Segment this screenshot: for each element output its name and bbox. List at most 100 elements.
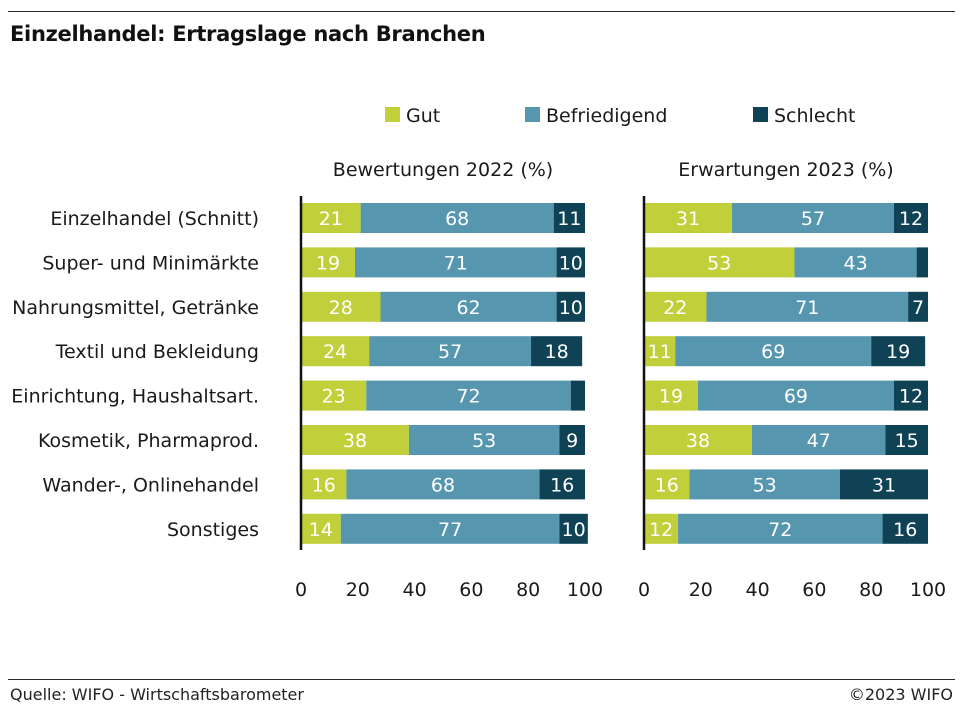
data-label-p1-r3-befriedigend: 62 bbox=[456, 297, 480, 319]
bar-p2-r4-gut bbox=[644, 336, 676, 367]
copyright-note: ©2023 WIFO bbox=[848, 685, 953, 704]
data-label-p1-r3-gut: 28 bbox=[329, 297, 353, 319]
bar-p1-r3-schlecht bbox=[556, 291, 585, 322]
data-label-p1-r1-befriedigend: 68 bbox=[445, 208, 469, 230]
bar-p2-r1-befriedigend bbox=[732, 203, 894, 233]
bar-p2-r8-gut bbox=[644, 513, 679, 544]
bar-p1-r4-schlecht bbox=[531, 336, 583, 367]
legend-swatch-3 bbox=[753, 107, 768, 122]
tick-label-p1-2: 40 bbox=[403, 579, 427, 601]
data-label-p2-r7-befriedigend: 53 bbox=[753, 474, 777, 496]
tick-label-p2-2: 40 bbox=[746, 579, 770, 601]
tick-label-p2-0: 0 bbox=[638, 579, 650, 601]
tick-label-p1-4: 80 bbox=[516, 579, 540, 601]
data-label-p2-r3-schlecht: 7 bbox=[912, 297, 924, 319]
bar-p1-r4-gut bbox=[301, 336, 370, 367]
bar-p1-r3-gut bbox=[301, 291, 381, 322]
bar-p2-r4-befriedigend bbox=[675, 336, 872, 367]
bar-p1-r2-gut bbox=[301, 247, 355, 278]
tick-label-p1-0: 0 bbox=[295, 579, 307, 601]
bar-p1-r8-schlecht bbox=[559, 513, 588, 544]
category-label-6: Kosmetik, Pharmaprod. bbox=[38, 430, 259, 452]
data-label-p2-r4-gut: 11 bbox=[648, 341, 672, 363]
bar-p2-r7-befriedigend bbox=[689, 469, 840, 500]
legend-swatch-2 bbox=[525, 107, 540, 122]
data-label-p2-r8-schlecht: 16 bbox=[893, 519, 917, 541]
top-rule bbox=[8, 11, 955, 12]
data-label-p2-r6-befriedigend: 47 bbox=[807, 430, 831, 452]
category-label-3: Nahrungsmittel, Getränke bbox=[12, 297, 259, 319]
bar-p1-r1-schlecht bbox=[553, 203, 585, 233]
data-label-p1-r8-schlecht: 10 bbox=[562, 519, 586, 541]
data-label-p2-r8-befriedigend: 72 bbox=[768, 519, 792, 541]
tick-label-p2-4: 80 bbox=[859, 579, 883, 601]
data-label-p1-r3-schlecht: 10 bbox=[559, 297, 583, 319]
bar-p1-r1-befriedigend bbox=[360, 203, 554, 233]
legend-swatch-1 bbox=[385, 107, 400, 122]
bar-p1-r7-befriedigend bbox=[346, 469, 540, 500]
bar-p2-r1-schlecht bbox=[893, 203, 928, 233]
data-label-p1-r6-gut: 38 bbox=[343, 430, 367, 452]
data-label-p2-r1-befriedigend: 57 bbox=[801, 208, 825, 230]
bar-p1-r5-gut bbox=[301, 380, 367, 411]
data-label-p1-r5-gut: 23 bbox=[322, 386, 346, 408]
bar-p2-r5-gut bbox=[644, 380, 698, 411]
bar-p1-r8-befriedigend bbox=[340, 513, 560, 544]
bar-p1-r3-befriedigend bbox=[380, 291, 557, 322]
data-label-p1-r1-schlecht: 11 bbox=[557, 208, 581, 230]
category-label-2: Super- und Minimärkte bbox=[42, 252, 259, 274]
data-label-p2-r1-schlecht: 12 bbox=[899, 208, 923, 230]
tick-label-p1-5: 100 bbox=[567, 579, 603, 601]
legend-label-1: Gut bbox=[406, 105, 440, 127]
chart-title: Einzelhandel: Ertragslage nach Branchen bbox=[10, 22, 486, 46]
tick-label-p2-1: 20 bbox=[689, 579, 713, 601]
data-label-p2-r3-befriedigend: 71 bbox=[795, 297, 819, 319]
category-label-8: Sonstiges bbox=[167, 519, 259, 541]
bar-p2-r5-schlecht bbox=[893, 380, 928, 411]
bar-p1-r6-befriedigend bbox=[408, 425, 560, 455]
panel-title-2: Erwartungen 2023 (%) bbox=[678, 159, 893, 181]
category-label-5: Einrichtung, Haushaltsart. bbox=[11, 386, 259, 408]
bar-p2-r3-schlecht bbox=[908, 291, 928, 322]
category-label-4: Textil und Bekleidung bbox=[55, 341, 259, 363]
bar-p2-r7-schlecht bbox=[839, 469, 928, 500]
bottom-rule bbox=[8, 679, 955, 680]
source-note: Quelle: WIFO - Wirtschaftsbarometer bbox=[10, 685, 304, 704]
data-label-p1-r2-gut: 19 bbox=[316, 252, 340, 274]
category-label-1: Einzelhandel (Schnitt) bbox=[50, 208, 259, 230]
data-label-p2-r5-befriedigend: 69 bbox=[784, 386, 808, 408]
bar-p1-r2-befriedigend bbox=[354, 247, 557, 278]
bar-p2-r8-befriedigend bbox=[678, 513, 883, 544]
data-label-p2-r3-gut: 22 bbox=[663, 297, 687, 319]
data-label-p1-r2-befriedigend: 71 bbox=[444, 252, 468, 274]
data-label-p1-r4-gut: 24 bbox=[323, 341, 347, 363]
data-label-p1-r7-gut: 16 bbox=[312, 474, 336, 496]
data-label-p2-r4-befriedigend: 69 bbox=[761, 341, 785, 363]
data-label-p2-r4-schlecht: 19 bbox=[886, 341, 910, 363]
bar-p1-r7-gut bbox=[301, 469, 347, 500]
bar-p2-r6-gut bbox=[644, 425, 752, 455]
data-label-p1-r6-schlecht: 9 bbox=[566, 430, 578, 452]
bar-p1-r1-gut bbox=[301, 203, 361, 233]
data-label-p1-r8-gut: 14 bbox=[309, 519, 333, 541]
data-label-p2-r2-gut: 53 bbox=[707, 252, 731, 274]
bar-p2-r6-schlecht bbox=[885, 425, 928, 455]
data-label-p1-r4-schlecht: 18 bbox=[545, 341, 569, 363]
data-label-p1-r6-befriedigend: 53 bbox=[472, 430, 496, 452]
bar-p1-r6-gut bbox=[301, 425, 409, 455]
data-label-p2-r8-gut: 12 bbox=[649, 519, 673, 541]
bar-p1-r4-befriedigend bbox=[369, 336, 532, 367]
data-label-p1-r4-befriedigend: 57 bbox=[438, 341, 462, 363]
tick-label-p1-3: 60 bbox=[459, 579, 483, 601]
legend-label-2: Befriedigend bbox=[546, 105, 667, 127]
data-label-p1-r8-befriedigend: 77 bbox=[438, 519, 462, 541]
bar-p2-r8-schlecht bbox=[882, 513, 928, 544]
bar-p1-r7-schlecht bbox=[539, 469, 585, 500]
data-label-p1-r7-schlecht: 16 bbox=[550, 474, 574, 496]
bar-p2-r1-gut bbox=[644, 203, 733, 233]
tick-label-p2-5: 100 bbox=[910, 579, 946, 601]
data-label-p2-r7-gut: 16 bbox=[655, 474, 679, 496]
bar-p2-r3-befriedigend bbox=[706, 291, 909, 322]
data-label-p1-r7-befriedigend: 68 bbox=[431, 474, 455, 496]
